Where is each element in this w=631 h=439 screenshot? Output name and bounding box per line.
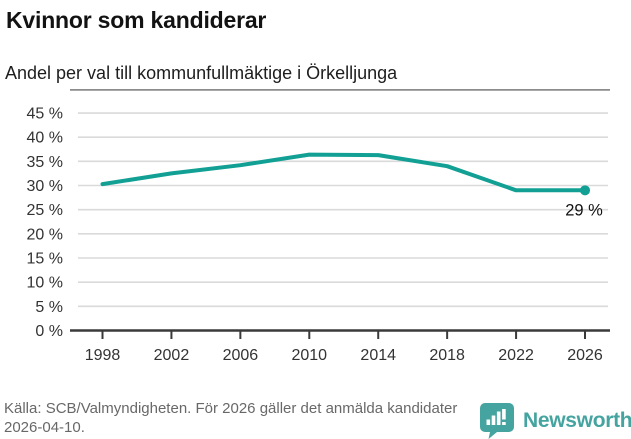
x-axis-label: 2022	[498, 347, 534, 364]
end-value-label: 29 %	[565, 201, 603, 219]
x-axis-label: 2026	[567, 347, 603, 364]
y-axis-label: 15 %	[27, 251, 63, 268]
x-axis-label: 2018	[429, 347, 465, 364]
y-axis-label: 20 %	[27, 226, 63, 243]
newsworthy-icon	[480, 403, 514, 439]
y-axis-label: 40 %	[27, 130, 63, 147]
end-point-marker	[580, 185, 591, 196]
y-axis-label: 35 %	[27, 154, 63, 171]
y-axis-label: 5 %	[35, 299, 63, 316]
page-title: Kvinnor som kandiderar	[6, 7, 267, 33]
chart-subtitle: Andel per val till kommunfullmäktige i Ö…	[5, 63, 398, 83]
brand-name: Newsworthy	[523, 409, 631, 432]
y-axis-label: 10 %	[27, 275, 63, 292]
source-note: Källa: SCB/Valmyndigheten. För 2026 gäll…	[4, 400, 458, 437]
y-axis-label: 25 %	[27, 202, 63, 219]
x-axis-label: 1998	[85, 347, 121, 364]
x-axis-label: 2014	[360, 347, 396, 364]
y-axis-label: 45 %	[27, 106, 63, 123]
data-line	[100, 152, 587, 193]
y-axis-label: 0 %	[35, 323, 63, 340]
x-axis-label: 2006	[223, 347, 259, 364]
brand-logo[interactable]: Newsworthy	[480, 403, 631, 439]
y-axis-label: 30 %	[27, 178, 63, 195]
x-axis-label: 2002	[154, 347, 190, 364]
x-axis-label: 2010	[291, 347, 327, 364]
